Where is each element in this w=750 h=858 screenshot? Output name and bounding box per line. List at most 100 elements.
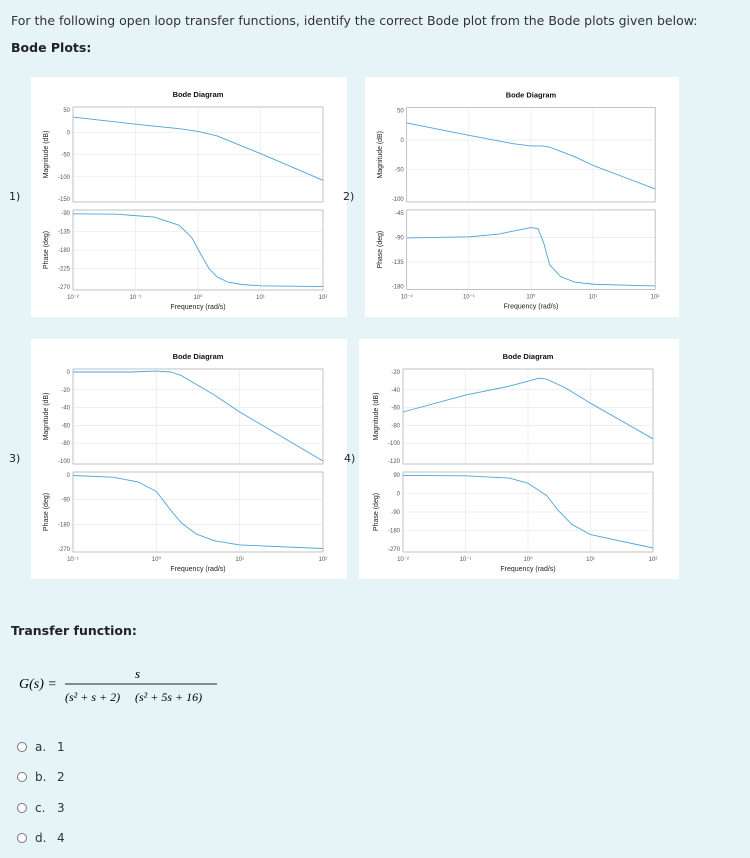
x-tick: 10⁰ xyxy=(526,293,536,300)
phase-y-tick: -45 xyxy=(395,211,404,217)
bode-plot-svg: Bode Diagram -20 -40 -60 -80 -100 -120 Magnitud… xyxy=(373,352,658,573)
option-c[interactable]: c. 3 xyxy=(17,800,65,816)
radio-c[interactable] xyxy=(17,803,27,813)
bode-plot-svg: Bode Diagram 50 0 -50 -100 -150 Magnitude (dB)… xyxy=(43,90,328,311)
magnitude-axis-label: Magnitude (dB) xyxy=(43,131,50,179)
magnitude-y-tick: 50 xyxy=(63,108,70,114)
bode-plot-svg: Bode Diagram 0 -20 -40 -60 -80 -100 Magnitude (… xyxy=(43,352,328,573)
option-d[interactable]: d. 4 xyxy=(17,830,65,846)
phase-axis-label: Phase (deg) xyxy=(377,231,384,269)
plot-number-3: 3) xyxy=(9,452,21,465)
magnitude-y-tick: -50 xyxy=(395,167,404,173)
plot-number-2: 2) xyxy=(343,190,355,203)
tf-lhs: G(s) = xyxy=(19,677,57,692)
magnitude-y-tick: -20 xyxy=(61,388,70,394)
phase-y-tick: -270 xyxy=(388,547,401,553)
phase-y-tick: -135 xyxy=(58,230,71,236)
phase-y-tick: -180 xyxy=(58,248,71,254)
magnitude-y-tick: 0 xyxy=(67,370,71,376)
magnitude-y-tick: -60 xyxy=(391,406,400,412)
option-c-letter: c. xyxy=(35,801,46,815)
chart-title: Bode Diagram xyxy=(503,352,554,361)
x-tick: 10¹ xyxy=(256,295,265,301)
magnitude-y-tick: -60 xyxy=(61,423,70,429)
x-tick: 10⁻² xyxy=(397,557,409,563)
option-b-letter: b. xyxy=(35,770,47,784)
phase-y-tick: -135 xyxy=(392,260,405,266)
phase-y-tick: -90 xyxy=(391,510,400,516)
x-tick: 10⁰ xyxy=(152,556,162,563)
option-d-letter: d. xyxy=(35,831,47,845)
magnitude-y-tick: -40 xyxy=(391,388,400,394)
x-tick: 10⁻² xyxy=(401,294,413,300)
x-tick: 10⁻¹ xyxy=(460,557,472,563)
magnitude-curve xyxy=(73,370,324,462)
option-c-value: 3 xyxy=(57,801,65,815)
question-text: For the following open loop transfer fun… xyxy=(11,13,698,28)
radio-b[interactable] xyxy=(17,772,27,782)
option-a-letter: a. xyxy=(35,740,47,754)
x-tick: 10⁻¹ xyxy=(67,557,79,563)
magnitude-y-tick: -50 xyxy=(61,153,70,159)
phase-y-tick: -180 xyxy=(58,522,71,528)
x-tick: 10¹ xyxy=(586,557,595,563)
option-a[interactable]: a. 1 xyxy=(17,739,65,755)
bode-plot-svg: Bode Diagram 50 0 -50 -100 Magnitude (dB) -45 -… xyxy=(377,91,660,311)
x-tick: 10¹ xyxy=(235,557,244,563)
radio-d[interactable] xyxy=(17,833,27,843)
x-tick: 10² xyxy=(651,294,660,300)
tf-denominator-1: (s² + s + 2) xyxy=(65,690,120,704)
option-b[interactable]: b. 2 xyxy=(17,769,65,785)
x-tick: 10¹ xyxy=(589,294,598,300)
magnitude-curve xyxy=(402,377,654,440)
x-tick: 10⁻¹ xyxy=(130,295,142,301)
phase-y-tick: 0 xyxy=(67,473,71,479)
magnitude-curve xyxy=(72,116,324,181)
x-tick: 10⁻² xyxy=(67,295,79,301)
bode-plot-3: Bode Diagram 0 -20 -40 -60 -80 -100 Magnitude (… xyxy=(31,339,347,579)
magnitude-y-tick: -100 xyxy=(388,441,401,447)
magnitude-y-tick: 0 xyxy=(67,130,71,136)
x-tick: 10² xyxy=(649,557,658,563)
x-axis-label: Frequency (rad/s) xyxy=(170,566,225,573)
chart-title: Bode Diagram xyxy=(173,352,224,361)
x-tick: 10² xyxy=(319,295,328,301)
x-axis-label: Frequency (rad/s) xyxy=(504,303,559,310)
magnitude-axes-frame xyxy=(72,368,324,465)
magnitude-axis-label: Magnitude (dB) xyxy=(377,131,384,178)
phase-y-tick: 90 xyxy=(393,473,400,479)
phase-y-tick: -270 xyxy=(58,547,71,553)
phase-axes-frame xyxy=(72,471,324,553)
phase-y-tick: -90 xyxy=(395,235,404,241)
phase-curve xyxy=(72,475,324,549)
phase-y-tick: -90 xyxy=(61,211,70,217)
phase-curve xyxy=(72,213,324,288)
phase-y-tick: -90 xyxy=(61,498,70,504)
magnitude-y-tick: -150 xyxy=(58,197,71,203)
magnitude-y-tick: -100 xyxy=(392,197,405,203)
phase-curve xyxy=(402,474,654,549)
phase-y-tick: -180 xyxy=(388,529,401,535)
magnitude-y-tick: -20 xyxy=(391,370,400,376)
x-axis-label: Frequency (rad/s) xyxy=(500,566,555,573)
phase-y-tick: 0 xyxy=(397,492,401,498)
radio-a[interactable] xyxy=(17,742,27,752)
transfer-function-heading: Transfer function: xyxy=(11,623,137,638)
magnitude-y-tick: -120 xyxy=(388,459,401,465)
magnitude-y-tick: -100 xyxy=(58,175,71,181)
plot-number-1: 1) xyxy=(9,190,21,203)
phase-y-tick: -180 xyxy=(392,284,405,290)
x-tick: 10² xyxy=(319,557,328,563)
tf-numerator: s xyxy=(135,666,140,681)
magnitude-y-tick: -80 xyxy=(61,441,70,447)
magnitude-y-tick: -100 xyxy=(58,459,71,465)
bode-plot-2: Bode Diagram 50 0 -50 -100 Magnitude (dB) -45 -… xyxy=(365,77,679,317)
phase-y-tick: -225 xyxy=(58,267,71,273)
magnitude-curve xyxy=(406,122,656,190)
option-d-value: 4 xyxy=(57,831,65,845)
chart-title: Bode Diagram xyxy=(173,90,224,99)
x-tick: 10⁰ xyxy=(523,556,533,563)
magnitude-y-tick: 0 xyxy=(400,138,404,144)
x-tick: 10⁰ xyxy=(193,294,203,301)
bode-plots-heading: Bode Plots: xyxy=(11,40,92,55)
